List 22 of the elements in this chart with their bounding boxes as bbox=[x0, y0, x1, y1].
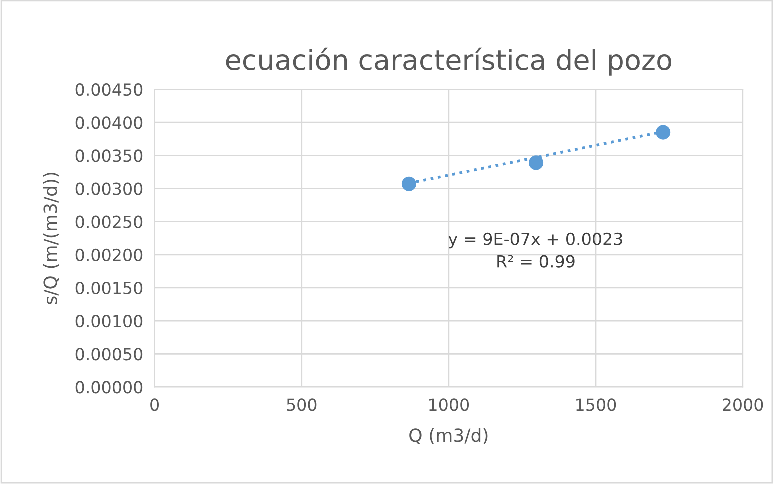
y-tick-label: 0.00200 bbox=[76, 248, 143, 262]
x-axis-title: Q (m3/d) bbox=[410, 428, 488, 444]
y-tick-label: 0.00150 bbox=[76, 282, 143, 295]
x-tick-label: 1000 bbox=[430, 398, 470, 412]
point bbox=[656, 125, 671, 140]
y-tick-label: 0.00400 bbox=[76, 116, 143, 130]
point bbox=[402, 176, 416, 192]
y-tick-label: 0.00000 bbox=[76, 381, 143, 394]
y-axis-title: s/Q (m/(m3/d)) bbox=[43, 172, 60, 304]
x-tick-label: 0 bbox=[150, 398, 159, 412]
x-tick-label: 2000 bbox=[723, 398, 764, 412]
x-tick-label: 1500 bbox=[576, 398, 616, 412]
y-tick-label: 0.00350 bbox=[76, 150, 143, 162]
point bbox=[528, 156, 544, 170]
x-tick-label: 500 bbox=[287, 398, 317, 412]
y-tick-label: 0.00250 bbox=[76, 216, 143, 228]
y-tick-label: 0.00100 bbox=[76, 315, 143, 328]
y-tick-label: 0.00300 bbox=[76, 182, 143, 196]
chart-title: ecuación característica del pozo bbox=[226, 48, 672, 76]
annotation: y = 9E-07x + 0.0023 R² = 0.99 bbox=[448, 232, 622, 268]
y-tick-label: 0.00450 bbox=[76, 84, 143, 96]
y-tick-label: 0.00050 bbox=[76, 348, 143, 361]
